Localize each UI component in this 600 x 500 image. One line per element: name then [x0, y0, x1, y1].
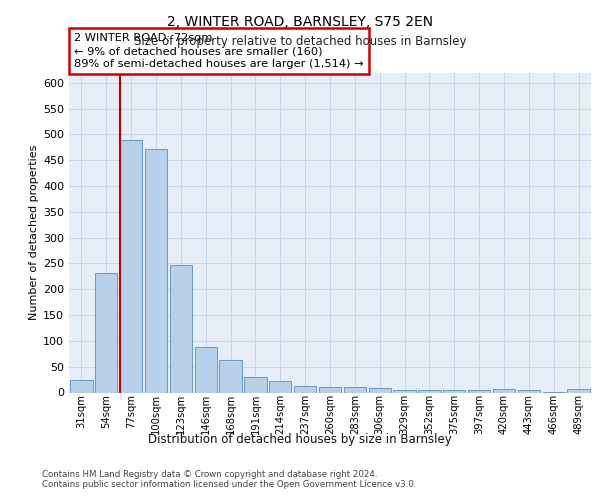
Bar — [70, 380, 92, 392]
Bar — [418, 390, 440, 392]
Bar — [468, 390, 490, 392]
Bar — [344, 388, 366, 392]
Text: Contains HM Land Registry data © Crown copyright and database right 2024.
Contai: Contains HM Land Registry data © Crown c… — [42, 470, 416, 490]
Bar — [319, 387, 341, 392]
Bar — [518, 390, 540, 392]
Bar — [294, 386, 316, 392]
Y-axis label: Number of detached properties: Number of detached properties — [29, 145, 39, 320]
Text: Size of property relative to detached houses in Barnsley: Size of property relative to detached ho… — [134, 35, 466, 48]
Text: Distribution of detached houses by size in Barnsley: Distribution of detached houses by size … — [148, 432, 452, 446]
Bar — [443, 390, 466, 392]
Text: 2, WINTER ROAD, BARNSLEY, S75 2EN: 2, WINTER ROAD, BARNSLEY, S75 2EN — [167, 15, 433, 29]
Bar — [145, 150, 167, 392]
Bar — [568, 390, 590, 392]
Bar — [120, 140, 142, 392]
Bar — [493, 389, 515, 392]
Bar — [368, 388, 391, 392]
Bar — [170, 264, 192, 392]
Text: 2 WINTER ROAD: 72sqm
← 9% of detached houses are smaller (160)
89% of semi-detac: 2 WINTER ROAD: 72sqm ← 9% of detached ho… — [74, 33, 364, 70]
Bar — [220, 360, 242, 392]
Bar — [194, 347, 217, 393]
Bar — [269, 380, 292, 392]
Bar — [244, 376, 266, 392]
Bar — [95, 273, 118, 392]
Bar — [394, 390, 416, 392]
